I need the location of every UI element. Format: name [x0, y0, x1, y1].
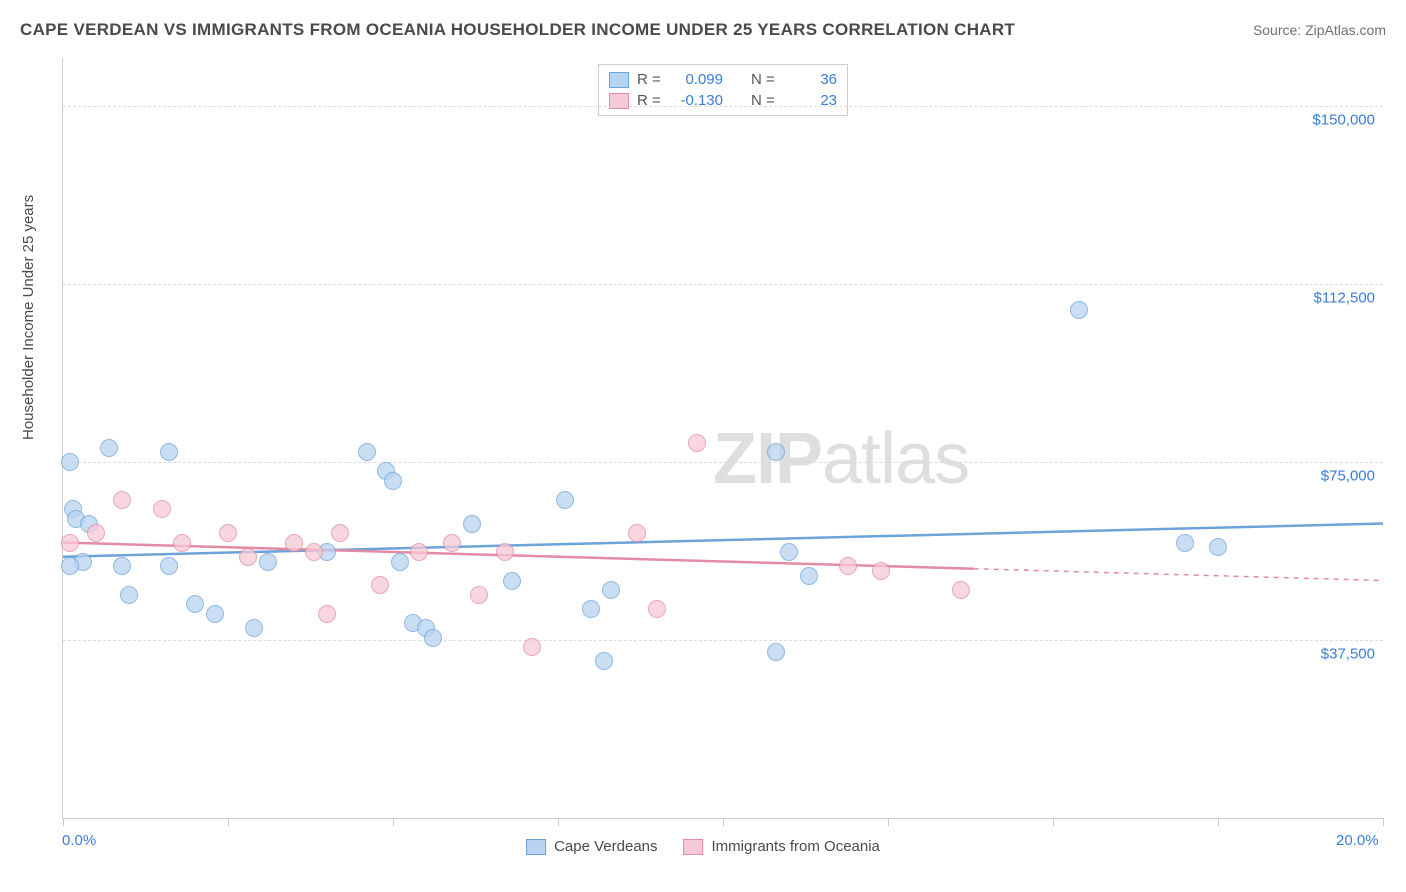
- data-point: [120, 586, 138, 604]
- data-point: [371, 576, 389, 594]
- correlation-legend: R = 0.099 N = 36 R =-0.130N =23: [598, 64, 848, 116]
- data-point: [556, 491, 574, 509]
- data-point: [239, 548, 257, 566]
- x-tick-label: 0.0%: [62, 832, 96, 849]
- data-point: [582, 600, 600, 618]
- gridline: [63, 284, 1383, 285]
- data-point: [839, 557, 857, 575]
- data-point: [595, 652, 613, 670]
- data-point: [1209, 538, 1227, 556]
- data-point: [503, 572, 521, 590]
- data-point: [767, 443, 785, 461]
- x-tick: [1383, 818, 1384, 826]
- chart-title: CAPE VERDEAN VS IMMIGRANTS FROM OCEANIA …: [20, 20, 1015, 40]
- legend-swatch: [526, 839, 546, 855]
- gridline: [63, 640, 1383, 641]
- data-point: [1176, 534, 1194, 552]
- data-point: [628, 524, 646, 542]
- x-tick: [228, 818, 229, 826]
- legend-row: R =-0.130N =23: [609, 90, 837, 111]
- x-tick: [63, 818, 64, 826]
- data-point: [410, 543, 428, 561]
- x-tick: [888, 818, 889, 826]
- data-point: [87, 524, 105, 542]
- x-tick: [1053, 818, 1054, 826]
- data-point: [285, 534, 303, 552]
- r-label: R =: [637, 71, 665, 88]
- data-point: [391, 553, 409, 571]
- x-tick: [723, 818, 724, 826]
- data-point: [61, 534, 79, 552]
- y-tick-label: $112,500: [1314, 289, 1375, 306]
- series-name: Immigrants from Oceania: [712, 838, 880, 855]
- data-point: [160, 443, 178, 461]
- legend-row: R = 0.099 N = 36: [609, 69, 837, 90]
- y-axis-label: Householder Income Under 25 years: [20, 195, 37, 440]
- legend-item: Cape Verdeans: [526, 838, 657, 855]
- gridline: [63, 462, 1383, 463]
- data-point: [688, 434, 706, 452]
- data-point: [259, 553, 277, 571]
- data-point: [206, 605, 224, 623]
- x-tick: [1218, 818, 1219, 826]
- data-point: [61, 557, 79, 575]
- data-point: [602, 581, 620, 599]
- scatter-chart: ZIPatlas R = 0.099 N = 36 R =-0.130N =23 $37…: [62, 58, 1383, 819]
- data-point: [767, 643, 785, 661]
- data-point: [100, 439, 118, 457]
- data-point: [384, 472, 402, 490]
- data-point: [318, 605, 336, 623]
- data-point: [358, 443, 376, 461]
- data-point: [219, 524, 237, 542]
- data-point: [1070, 301, 1088, 319]
- gridline: [63, 106, 1383, 107]
- data-point: [872, 562, 890, 580]
- r-value: 0.099: [673, 71, 723, 88]
- series-name: Cape Verdeans: [554, 838, 657, 855]
- data-point: [153, 500, 171, 518]
- n-label: N =: [751, 71, 779, 88]
- x-tick: [393, 818, 394, 826]
- x-tick-label: 20.0%: [1336, 832, 1379, 849]
- data-point: [496, 543, 514, 561]
- data-point: [305, 543, 323, 561]
- data-point: [331, 524, 349, 542]
- data-point: [424, 629, 442, 647]
- data-point: [113, 491, 131, 509]
- data-point: [470, 586, 488, 604]
- data-point: [61, 453, 79, 471]
- data-point: [443, 534, 461, 552]
- source-attribution: Source: ZipAtlas.com: [1253, 22, 1386, 38]
- data-point: [780, 543, 798, 561]
- data-point: [800, 567, 818, 585]
- data-point: [186, 595, 204, 613]
- legend-item: Immigrants from Oceania: [684, 838, 880, 855]
- data-point: [523, 638, 541, 656]
- data-point: [113, 557, 131, 575]
- data-point: [245, 619, 263, 637]
- watermark: ZIPatlas: [713, 418, 969, 500]
- data-point: [952, 581, 970, 599]
- legend-swatch: [609, 72, 629, 88]
- data-point: [160, 557, 178, 575]
- data-point: [173, 534, 191, 552]
- y-tick-label: $150,000: [1312, 111, 1375, 128]
- n-value: 36: [787, 71, 837, 88]
- legend-swatch: [684, 839, 704, 855]
- x-tick: [558, 818, 559, 826]
- data-point: [463, 515, 481, 533]
- series-legend: Cape Verdeans Immigrants from Oceania: [526, 838, 880, 855]
- data-point: [648, 600, 666, 618]
- y-tick-label: $75,000: [1321, 467, 1375, 484]
- y-tick-label: $37,500: [1321, 645, 1375, 662]
